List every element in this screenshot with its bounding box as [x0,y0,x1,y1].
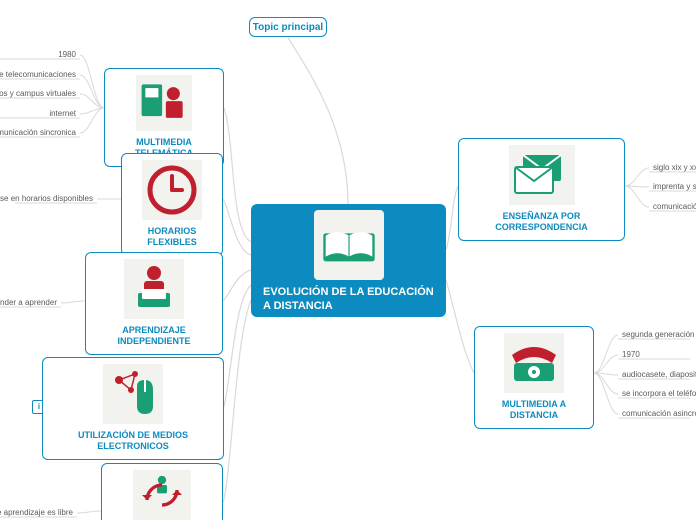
center-node[interactable]: EVOLUCIÓN DE LA EDUCACIÓN A DISTANCIA [251,204,446,317]
node-correspondencia-label: ENSEÑANZA POR CORRESPONDENCIA [467,211,616,234]
leaf-aprendizaje-0[interactable]: aprender a aprender [0,298,57,307]
mail-icon [509,145,575,205]
node-medios-label: UTILIZACIÓN DE MEDIOS ELECTRONICOS [51,430,215,453]
cycle-icon [133,470,191,520]
mindmap-canvas: { "colors": { "blue": "#0b8bbf", "green"… [0,0,696,520]
leaf-telematica-3[interactable]: internet [49,109,76,118]
node-horarios[interactable]: HORARIOS FLEXIBLES [121,153,223,256]
leaf-correspondencia-0[interactable]: siglo xix y xx [653,163,696,172]
leaf-distancia-0[interactable]: segunda generación [622,330,695,339]
node-distancia[interactable]: MULTIMEDIA A DISTANCIA [474,326,594,429]
leaf-telematica-0[interactable]: 1980 [58,50,76,59]
leaf-libre-0[interactable]: so de aprendizaje es libre [0,508,73,517]
leaf-telematica-1[interactable]: cion de telecomunicaciones [0,70,76,79]
node-aprendizaje[interactable]: APRENDIZAJE INDEPENDIENTE [85,252,223,355]
book-icon [314,210,384,280]
leaf-distancia-3[interactable]: se incorpora el teléfono lo [622,389,696,398]
topic-principal-pill[interactable]: Topic principal [249,17,327,37]
phone-icon [504,333,564,393]
leaf-distancia-2[interactable]: audiocasete, diapositiva vi [622,370,696,379]
node-libre[interactable] [101,463,223,520]
leaf-horarios-0[interactable]: so a clase en horarios disponibles [0,194,93,203]
leaf-correspondencia-2[interactable]: comunicación a [653,202,696,211]
clock-icon [142,160,202,220]
leaf-telematica-4[interactable]: comunicación sincronica [0,128,76,137]
leaf-distancia-4[interactable]: comunicación asincronica [622,409,696,418]
leaf-correspondencia-1[interactable]: imprenta y serv [653,182,696,191]
node-distancia-label: MULTIMEDIA A DISTANCIA [483,399,585,422]
leaf-telematica-2[interactable]: cursos y campus virtuales [0,89,76,98]
node-correspondencia[interactable]: ENSEÑANZA POR CORRESPONDENCIA [458,138,625,241]
node-medios[interactable]: UTILIZACIÓN DE MEDIOS ELECTRONICOS [42,357,224,460]
node-aprendizaje-label: APRENDIZAJE INDEPENDIENTE [94,325,214,348]
person-laptop-icon [124,259,184,319]
node-telematica[interactable]: MULTIMEDIA TELEMÁTICA [104,68,224,167]
center-label: EVOLUCIÓN DE LA EDUCACIÓN A DISTANCIA [259,286,438,314]
topic-principal-label: Topic principal [253,22,323,33]
node-horarios-label: HORARIOS FLEXIBLES [130,226,214,249]
telematica-icon [136,75,192,131]
leaf-distancia-1[interactable]: 1970 [622,350,640,359]
mouse-net-icon [103,364,163,424]
